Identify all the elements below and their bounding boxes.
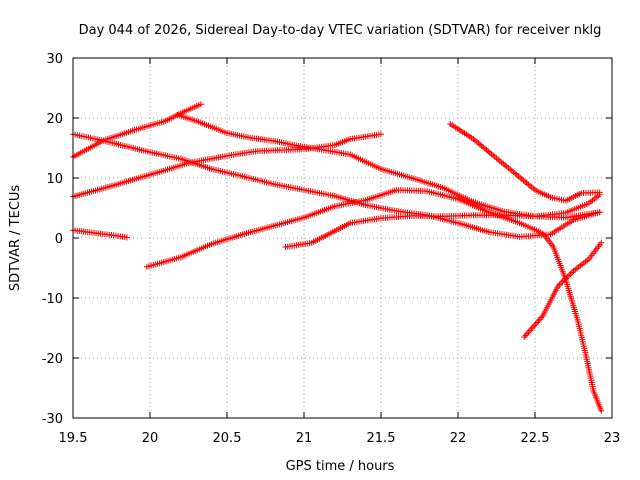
y-tick-label: 30 xyxy=(46,52,63,67)
x-tick-label: 22.5 xyxy=(521,431,550,446)
y-tick-label: 20 xyxy=(46,112,63,127)
series-arc-3 xyxy=(174,112,603,220)
y-tick-label: -10 xyxy=(42,292,63,307)
data-point xyxy=(598,239,605,246)
data-point xyxy=(568,269,575,276)
x-tick-label: 19.5 xyxy=(59,431,88,446)
series-arc-5 xyxy=(70,227,130,241)
y-tick-label: 0 xyxy=(55,232,63,247)
data-point xyxy=(123,234,130,241)
series-arc-2 xyxy=(70,101,204,160)
series-group xyxy=(70,101,605,414)
series-arc-6 xyxy=(143,187,605,414)
grid xyxy=(73,58,612,418)
data-point xyxy=(596,189,603,196)
series-arc-8 xyxy=(447,121,603,204)
data-point xyxy=(558,280,565,286)
x-tick-label: 21 xyxy=(296,431,313,446)
data-point xyxy=(197,101,204,108)
data-point xyxy=(596,209,603,216)
x-tick-label: 20 xyxy=(142,431,159,446)
y-tick-label: -30 xyxy=(42,412,63,427)
axis-ticks: 19.5 20 20.5 21 21.5 22 22.5 23 -30 -20 -10 0 10 20 30 xyxy=(42,52,621,446)
y-tick-label: -20 xyxy=(42,352,63,367)
x-tick-label: 22 xyxy=(450,431,467,446)
x-tick-label: 21.5 xyxy=(367,431,396,446)
plot-frame xyxy=(72,57,613,419)
series-arc-7 xyxy=(282,209,603,250)
series-arc-9 xyxy=(521,239,605,340)
x-tick-label: 23 xyxy=(604,431,621,446)
data-point xyxy=(567,271,574,277)
chart-title: Day 044 of 2026, Sidereal Day-to-day VTE… xyxy=(79,23,602,38)
y-tick-label: 10 xyxy=(46,172,63,187)
series-arc-4 xyxy=(70,131,384,200)
y-axis-label: SDTVAR / TECUs xyxy=(8,185,23,292)
data-point xyxy=(598,407,605,414)
data-point xyxy=(378,131,384,138)
x-tick-label: 20.5 xyxy=(213,431,242,446)
x-axis-label: GPS time / hours xyxy=(286,459,395,474)
